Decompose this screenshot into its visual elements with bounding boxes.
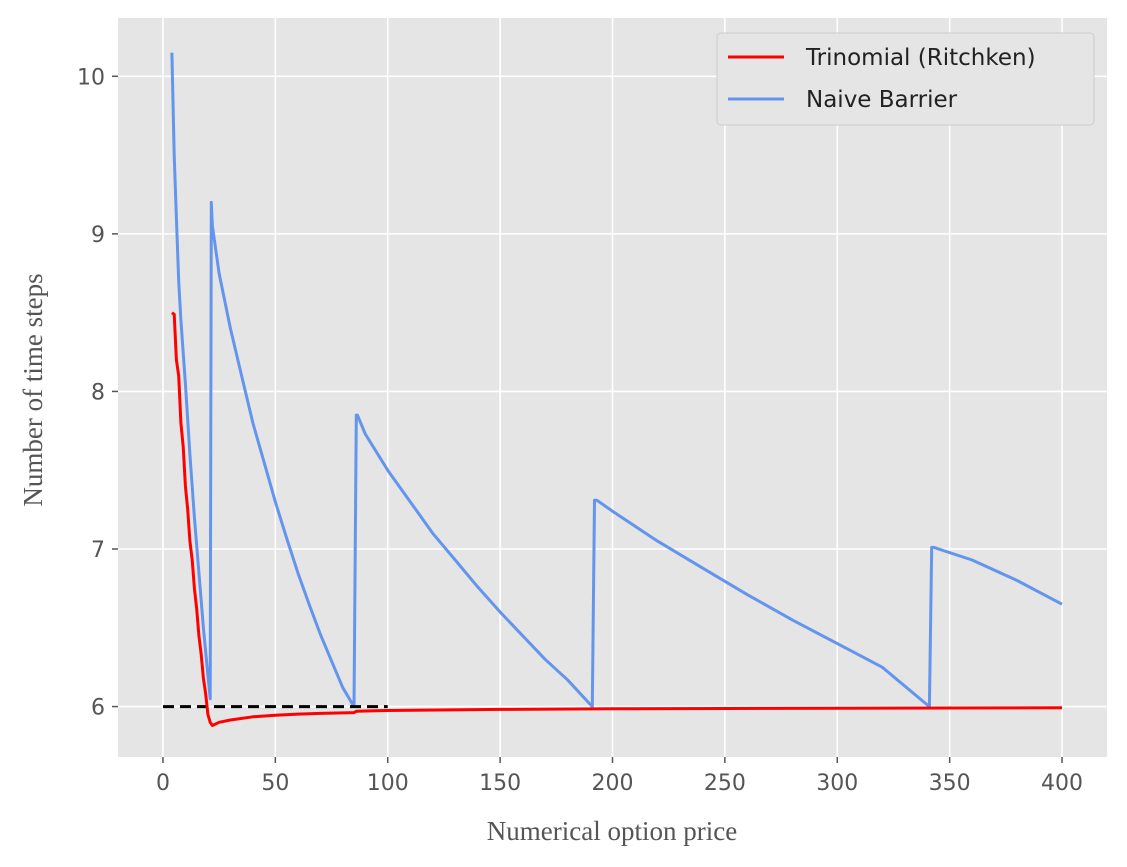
x-tick-label: 400: [1041, 771, 1083, 796]
series-line-trinomial: [171, 311, 1063, 727]
y-tick-label: 9: [91, 223, 105, 248]
legend-label-naive-barrier: Naive Barrier: [806, 87, 958, 113]
y-tick-label: 6: [91, 696, 105, 721]
x-tick-label: 0: [156, 771, 170, 796]
legend: Trinomial (Ritchken) Naive Barrier: [716, 32, 1095, 126]
legend-label-trinomial: Trinomial (Ritchken): [805, 45, 1036, 71]
x-tick-label: 300: [816, 771, 858, 796]
y-tick-label: 7: [91, 538, 105, 563]
x-tick-label: 100: [367, 771, 409, 796]
y-axis-title: Number of time steps: [18, 273, 48, 506]
legend-box: [716, 32, 1095, 126]
y-tick-label: 8: [91, 380, 105, 405]
x-axis-title: Numerical option price: [487, 816, 737, 846]
x-tick-label: 200: [592, 771, 634, 796]
series-line-naive-barrier: [170, 52, 1063, 709]
x-tick-label: 150: [479, 771, 521, 796]
x-tick-label: 50: [261, 771, 289, 796]
series-layer: [163, 52, 1063, 727]
x-tick-label: 350: [929, 771, 971, 796]
x-tick-label: 250: [704, 771, 746, 796]
y-tick-label: 10: [77, 65, 105, 90]
y-axis-ticks: 6 7 8 9 10: [77, 65, 118, 721]
x-axis-ticks: 0 50 100 150 200 250 300 350 400: [156, 757, 1083, 796]
